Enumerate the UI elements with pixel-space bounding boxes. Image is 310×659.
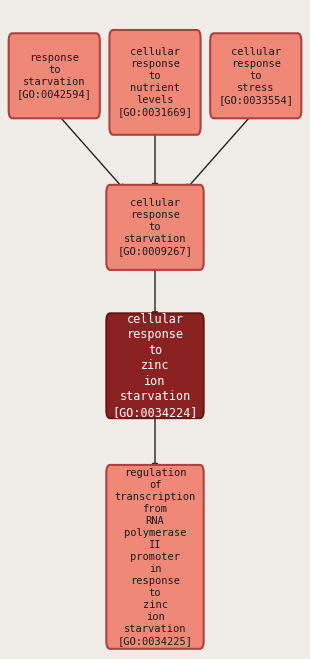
Text: cellular
response
to
zinc
ion
starvation
[GO:0034224]: cellular response to zinc ion starvation… xyxy=(112,313,198,418)
FancyBboxPatch shape xyxy=(109,30,201,134)
FancyBboxPatch shape xyxy=(106,465,204,648)
Text: response
to
starvation
[GO:0042594]: response to starvation [GO:0042594] xyxy=(17,53,92,99)
Text: cellular
response
to
nutrient
levels
[GO:0031669]: cellular response to nutrient levels [GO… xyxy=(117,47,193,117)
FancyBboxPatch shape xyxy=(106,314,204,418)
Text: cellular
response
to
stress
[GO:0033554]: cellular response to stress [GO:0033554] xyxy=(218,47,293,105)
Text: regulation
of
transcription
from
RNA
polymerase
II
promoter
in
response
to
zinc
: regulation of transcription from RNA pol… xyxy=(114,468,196,646)
FancyBboxPatch shape xyxy=(106,185,204,270)
FancyBboxPatch shape xyxy=(9,33,100,118)
FancyBboxPatch shape xyxy=(210,33,301,118)
Text: cellular
response
to
starvation
[GO:0009267]: cellular response to starvation [GO:0009… xyxy=(117,198,193,256)
